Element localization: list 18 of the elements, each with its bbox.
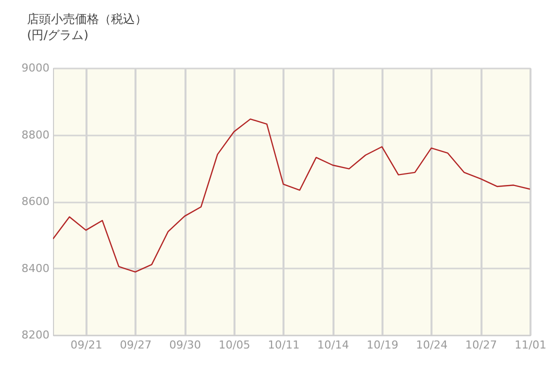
x-tick-label: 10/27	[465, 338, 498, 352]
y-tick-label: 9000	[22, 62, 50, 74]
x-tick-label: 10/11	[268, 338, 300, 352]
x-tick-label: 10/19	[366, 338, 398, 352]
x-tick-label: 10/24	[416, 338, 448, 352]
x-tick-label: 09/30	[169, 338, 201, 352]
x-tick-label: 09/27	[120, 338, 152, 352]
x-tick-label: 11/01	[514, 338, 546, 352]
y-tick-label: 8200	[22, 328, 50, 342]
x-tick-label: 10/05	[218, 338, 250, 352]
y-tick-label: 8400	[22, 262, 50, 275]
x-tick-label: 10/14	[317, 338, 349, 352]
chart-subtitle: (円/グラム)	[27, 28, 88, 42]
line-series	[53, 118, 530, 273]
x-tick-label: 09/21	[70, 338, 102, 352]
chart-title: 店頭小売価格（税込）	[27, 12, 147, 26]
y-tick-label: 8800	[22, 128, 50, 142]
y-tick-label: 8600	[22, 195, 50, 208]
